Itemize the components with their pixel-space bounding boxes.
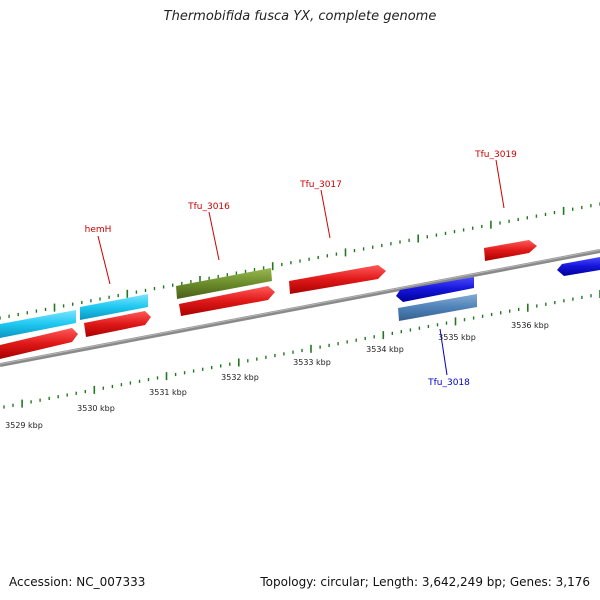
lower-tick-ruler: [3, 290, 600, 409]
cds-reverse-feature[interactable]: [396, 277, 474, 302]
feature-track-outer: [0, 257, 600, 338]
cds-forward-feature[interactable]: [0, 328, 78, 359]
map-title: Thermobifida fusca YX, complete genome: [163, 9, 437, 24]
scale-label: 3533 kbp: [293, 358, 331, 367]
leader-line: [97, 235, 111, 285]
scale-label: 3531 kbp: [149, 388, 187, 397]
cds-forward-feature[interactable]: [484, 240, 537, 261]
scale-label: 3530 kbp: [77, 404, 115, 413]
accession-text: Accession: NC_007333: [9, 575, 146, 589]
gene-label-Tfu_3016[interactable]: Tfu_3016: [187, 202, 230, 212]
gene-label-Tfu_3018[interactable]: Tfu_3018: [427, 378, 470, 388]
leader-line: [495, 159, 505, 209]
leader-line: [208, 211, 220, 261]
gene-labels: hemH Tfu_3016 Tfu_3017 Tfu_3019 Tfu_3018: [85, 150, 518, 388]
genome-backbone-highlight: [0, 249, 600, 365]
cyan-feature[interactable]: [80, 294, 148, 320]
olive-feature[interactable]: [176, 268, 272, 299]
scale-label: 3534 kbp: [366, 345, 404, 354]
cds-forward-feature[interactable]: [84, 311, 151, 337]
gene-label-Tfu_3017[interactable]: Tfu_3017: [299, 180, 342, 190]
scale-labels: 3529 kbp 3530 kbp 3531 kbp 3532 kbp 3533…: [5, 321, 549, 430]
scale-label: 3529 kbp: [5, 421, 43, 430]
cds-forward-feature[interactable]: [179, 286, 275, 316]
cds-track: [0, 240, 537, 359]
scale-label: 3536 kbp: [511, 321, 549, 330]
genome-backbone: [0, 249, 600, 367]
cds-forward-feature[interactable]: [289, 265, 386, 294]
genome-stats-text: Topology: circular; Length: 3,642,249 bp…: [260, 575, 590, 589]
gene-label-hemH[interactable]: hemH: [85, 225, 112, 235]
gene-label-Tfu_3019[interactable]: Tfu_3019: [474, 150, 517, 160]
scale-label: 3535 kbp: [438, 333, 476, 342]
cds-reverse-feature[interactable]: [557, 257, 600, 276]
scale-label: 3532 kbp: [221, 373, 259, 382]
cyan-feature[interactable]: [0, 310, 76, 338]
leader-line: [320, 189, 331, 239]
steel-feature[interactable]: [398, 294, 477, 321]
upper-tick-ruler: [0, 202, 600, 320]
leader-line: [439, 328, 448, 376]
